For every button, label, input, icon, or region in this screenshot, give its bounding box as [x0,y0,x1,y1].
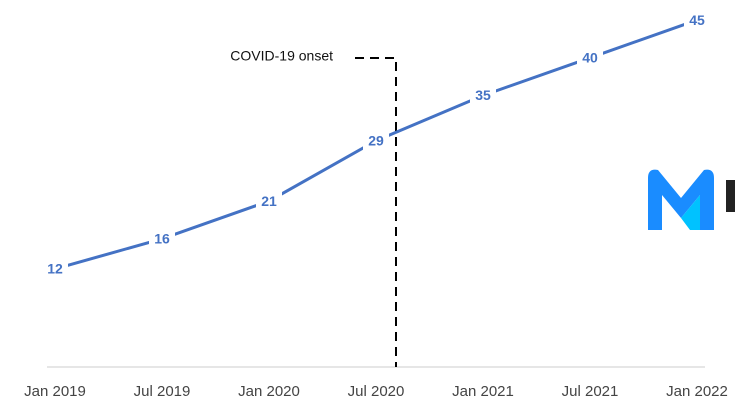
data-label: 45 [689,12,705,28]
x-tick-label: Jan 2021 [452,383,514,400]
data-label: 35 [475,87,491,103]
label-bg [470,85,496,106]
data-label: 29 [368,132,384,148]
data-label: 12 [47,261,63,277]
data-label: 16 [154,230,170,246]
x-tick-label: Jul 2019 [134,383,191,400]
x-tick-label: Jul 2021 [562,383,619,400]
label-bg [363,130,389,151]
label-bg [149,228,175,249]
x-tick-label: Jan 2020 [238,383,300,400]
x-tick-label: Jul 2020 [348,383,405,400]
label-bg [577,47,603,68]
annotation-line [355,57,397,367]
x-tick-label: Jan 2019 [24,383,86,400]
annotation: COVID-19 onset [230,48,333,64]
logo [648,169,735,230]
data-label: 40 [582,49,598,65]
data-label: 21 [261,193,277,209]
label-bg [42,258,68,279]
x-tick-label: Jan 2022 [666,383,728,400]
label-bg [256,191,282,212]
label-bg [684,10,710,31]
